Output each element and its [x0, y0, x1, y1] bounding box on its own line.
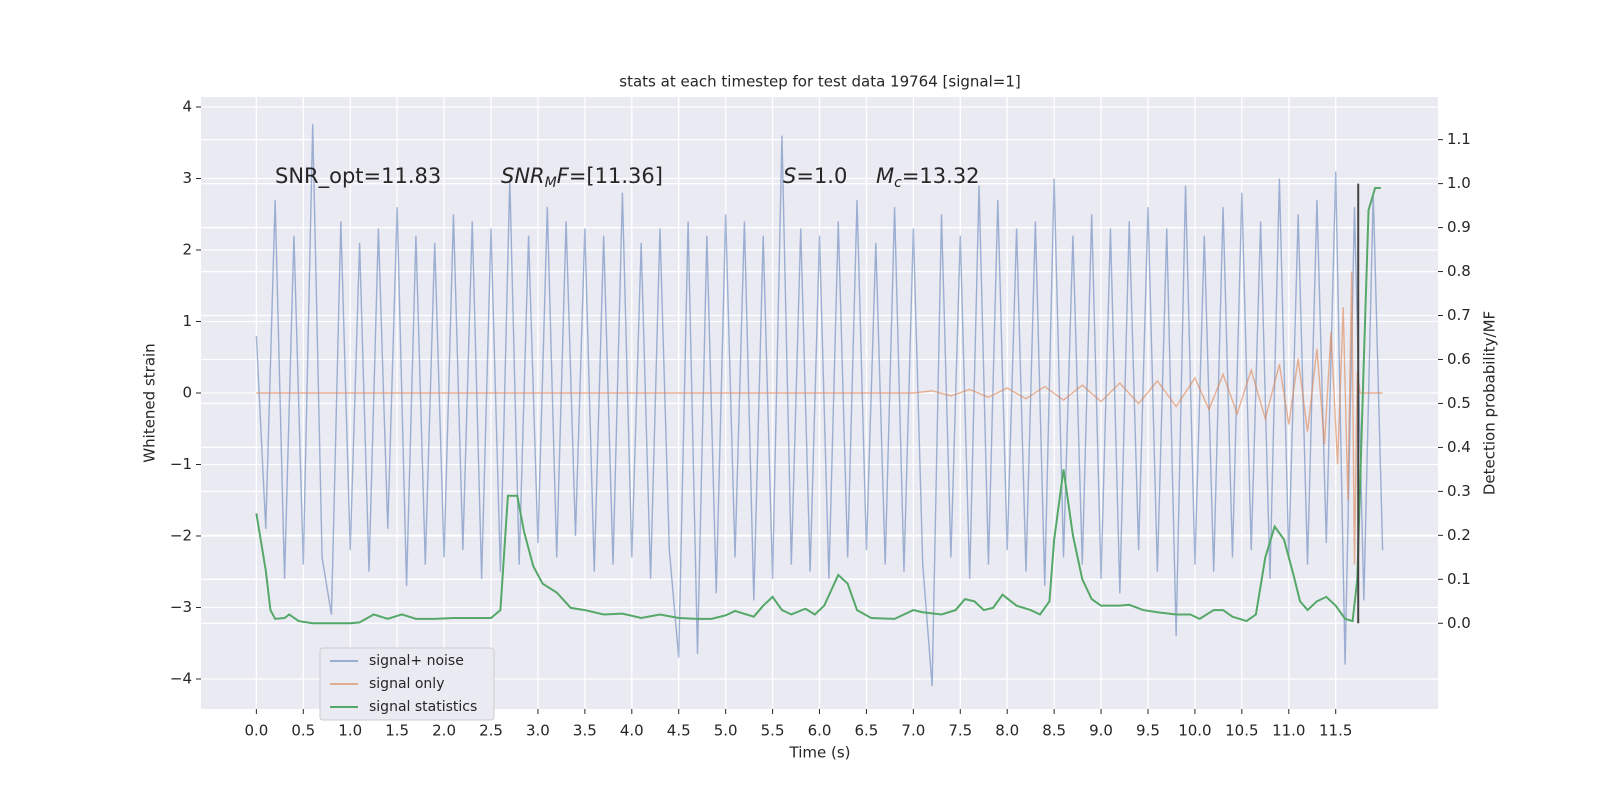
y2-tick-label: 1.0	[1447, 174, 1471, 192]
annotation-part: SNR_opt=11.83	[275, 164, 441, 189]
y2-tick-label: 0.0	[1447, 614, 1471, 632]
x-tick-label: 6.0	[808, 722, 832, 740]
y2-tick-label: 0.2	[1447, 526, 1471, 544]
annotation: SNRMF=[11.36]	[501, 164, 663, 191]
x-tick-label: 8.0	[995, 722, 1019, 740]
annotation-part: M	[876, 164, 894, 188]
y-tick-label: −2	[170, 526, 192, 544]
legend-box	[319, 647, 495, 721]
y2-tick-label: 0.7	[1447, 306, 1471, 324]
x-tick-label: 2.0	[432, 722, 456, 740]
annotation-part: F	[557, 164, 570, 188]
y2-tick-label: 0.6	[1447, 350, 1471, 368]
x-tick-label: 2.5	[479, 722, 503, 740]
y2-tick-label: 0.4	[1447, 438, 1471, 456]
x-tick-label: 11.0	[1272, 722, 1305, 740]
x-tick-label: 9.0	[1089, 722, 1113, 740]
x-tick-label: 7.0	[901, 722, 925, 740]
y2-tick-label: 0.3	[1447, 482, 1471, 500]
series-line	[255, 187, 1381, 625]
y2-tick-label: 1.1	[1447, 130, 1471, 148]
x-tick-label: 5.0	[714, 722, 738, 740]
annotation-part: =1.0	[796, 164, 847, 188]
x-axis-label: Time (s)	[789, 744, 851, 762]
x-tick-label: 10.0	[1178, 722, 1211, 740]
y-tick-label: −3	[170, 598, 192, 616]
annotation-part: =[11.36]	[569, 164, 663, 188]
x-tick-label: 1.5	[385, 722, 409, 740]
y-tick-label: 4	[182, 98, 192, 116]
annotation: SNR_opt=11.83	[275, 164, 441, 189]
x-tick-label: 11.5	[1319, 722, 1352, 740]
x-tick-label: 9.5	[1136, 722, 1160, 740]
annotation-part: SNR	[501, 164, 545, 188]
x-tick-label: 10.5	[1225, 722, 1258, 740]
x-tick-label: 6.5	[854, 722, 878, 740]
annotation: S=1.0	[783, 164, 847, 188]
y2-tick-label: 0.9	[1447, 218, 1471, 236]
x-tick-label: 7.5	[948, 722, 972, 740]
series-line	[255, 124, 1384, 687]
chart-title: stats at each timestep for test data 197…	[619, 73, 1020, 91]
y-axis-label: Whitened strain	[141, 343, 159, 462]
y-tick-label: 2	[182, 241, 192, 259]
y-tick-label: 1	[182, 312, 192, 330]
legend: signal+ noise signal only signal statistic…	[319, 647, 495, 721]
x-tick-label: 3.5	[573, 722, 597, 740]
annotation-part: =13.32	[902, 164, 980, 188]
y-tick-label: 3	[182, 169, 192, 187]
legend-label: signal statistics	[369, 699, 477, 715]
annotation-part: c	[894, 175, 902, 191]
legend-label: signal+ noise	[369, 653, 464, 669]
series-line	[256, 271, 1383, 565]
y-tick-label: −1	[170, 455, 192, 473]
y-tick-label: 0	[182, 383, 192, 401]
x-tick-label: 3.0	[526, 722, 550, 740]
x-tick-label: 1.0	[338, 722, 362, 740]
x-tick-label: 4.0	[620, 722, 644, 740]
y-tick-label: −4	[170, 669, 192, 687]
y2-tick-label: 0.1	[1447, 570, 1471, 588]
x-tick-label: 5.5	[761, 722, 785, 740]
x-tick-label: 0.5	[291, 722, 315, 740]
x-tick-label: 0.0	[244, 722, 268, 740]
annotation-part: S	[783, 164, 796, 188]
x-tick-label: 8.5	[1042, 722, 1066, 740]
annotation-part: M	[545, 175, 557, 191]
y2-tick-label: 0.8	[1447, 262, 1471, 280]
x-tick-label: 4.5	[667, 722, 691, 740]
y2-tick-label: 0.5	[1447, 394, 1471, 412]
y2-axis-label: Detection probability/MF	[1481, 311, 1499, 495]
legend-label: signal only	[369, 676, 444, 692]
annotation: Mc=13.32	[876, 164, 980, 191]
